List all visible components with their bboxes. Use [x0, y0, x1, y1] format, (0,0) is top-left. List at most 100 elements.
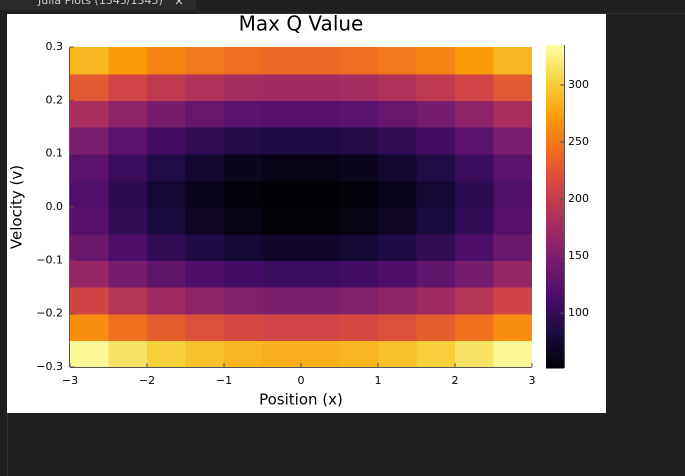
colorbar-step — [546, 309, 564, 314]
heatmap-cell — [224, 313, 264, 341]
colorbar-step — [546, 161, 564, 166]
x-tick-label: 3 — [529, 374, 536, 387]
heatmap-cell — [185, 47, 225, 75]
heatmap-cell — [455, 340, 495, 367]
heatmap-cell — [108, 153, 148, 181]
colorbar-step — [546, 80, 564, 85]
colorbar-step — [546, 332, 564, 337]
colorbar-step — [546, 284, 564, 288]
colorbar-step — [546, 358, 564, 363]
heatmap-cell — [185, 207, 225, 235]
tab-close[interactable] — [175, 0, 183, 5]
heatmap-cell — [147, 340, 187, 367]
colorbar-step — [546, 277, 564, 282]
colorbar-step — [546, 248, 564, 253]
heatmap-cell — [339, 233, 379, 261]
heatmap-cell — [70, 287, 110, 315]
heatmap-cell — [416, 127, 456, 155]
heatmap-cell — [493, 207, 532, 235]
heatmap-cell — [339, 207, 379, 235]
colorbar-step — [546, 164, 564, 169]
colorbar-step — [546, 361, 564, 366]
heatmap-cell — [378, 233, 418, 261]
heatmap-cell — [416, 207, 456, 235]
colorbar-step — [546, 154, 564, 159]
colorbar-step — [546, 86, 564, 91]
heatmap-cell — [493, 47, 532, 75]
heatmap-cell — [147, 287, 187, 315]
colorbar-step — [546, 116, 564, 120]
colorbar-step — [546, 158, 564, 162]
colorbar-step — [546, 64, 564, 69]
colorbar-step — [546, 229, 564, 233]
heatmap-cell — [70, 180, 110, 208]
heatmap-cell — [301, 100, 341, 128]
colorbar-step — [546, 219, 564, 224]
heatmap-cell — [224, 207, 264, 235]
colorbar-step — [546, 254, 564, 259]
axes: −3 −2 −1 0 1 2 3 −0.3 −0.2 −0.1 0.0 0.1 0.2 0.3 100 150… — [36, 40, 589, 387]
heatmap-cell — [378, 260, 418, 288]
heatmap-cell — [147, 47, 187, 75]
heatmap-cell — [455, 180, 495, 208]
heatmap-cell — [147, 153, 187, 181]
heatmap-cell — [301, 73, 341, 101]
colorbar-step — [546, 132, 564, 136]
colorbar-step — [546, 316, 564, 321]
colorbar-step — [546, 348, 564, 353]
colorbar-step — [546, 251, 564, 256]
heatmap-cell — [378, 340, 418, 367]
colorbar-step — [546, 112, 564, 117]
colorbar-step — [546, 67, 564, 72]
heatmap-cell — [493, 100, 532, 128]
heatmap-cell — [416, 180, 456, 208]
heatmap-cell — [70, 153, 110, 181]
colorbar-step — [546, 167, 564, 172]
colorbar-step — [546, 238, 564, 243]
tab[interactable] — [0, 0, 196, 10]
colorbar-step — [546, 345, 564, 350]
heatmap-cell — [416, 340, 456, 367]
heatmap-cell — [416, 47, 456, 75]
y-tick-label: 0.0 — [46, 200, 64, 213]
heatmap-cell — [301, 260, 341, 288]
heatmap-cell — [455, 233, 495, 261]
heatmap-cell — [455, 73, 495, 101]
heatmap-cell — [224, 100, 264, 128]
colorbar-step — [546, 74, 564, 78]
heatmap-cell — [339, 180, 379, 208]
heatmap-cell — [339, 313, 379, 341]
heatmap-cell — [262, 47, 302, 75]
heatmap-cell — [147, 73, 187, 101]
heatmap-cell — [301, 153, 341, 181]
colorbar-step — [546, 109, 564, 114]
colorbar-step — [546, 290, 564, 295]
colorbar-step — [546, 280, 564, 285]
colorbar-step — [546, 206, 564, 211]
colorbar-step — [546, 190, 564, 195]
colorbar-step — [546, 148, 564, 153]
heatmap-cell — [378, 100, 418, 128]
colorbar-step — [546, 193, 564, 198]
y-tick-label: 0.1 — [46, 147, 64, 160]
heatmap-cell — [224, 47, 264, 75]
heatmap-cell — [224, 73, 264, 101]
heatmap-cell — [185, 340, 225, 367]
heatmap-cell — [416, 153, 456, 181]
heatmap-cell — [108, 287, 148, 315]
heatmap-cell — [185, 127, 225, 155]
heatmap-cell — [378, 73, 418, 101]
colorbar-step — [546, 83, 564, 88]
heatmap-cell — [147, 180, 187, 208]
colorbar-step — [546, 119, 564, 124]
colorbar-step — [546, 200, 564, 204]
heatmap-cell — [339, 127, 379, 155]
heatmap-cell — [108, 127, 148, 155]
heatmap-cell — [301, 233, 341, 261]
heatmap-cell — [416, 73, 456, 101]
heatmap-cell — [416, 287, 456, 315]
colorbar-step — [546, 99, 564, 104]
colorbar-step — [546, 303, 564, 308]
colorbar-step — [546, 61, 564, 65]
heatmap-cell — [108, 233, 148, 261]
